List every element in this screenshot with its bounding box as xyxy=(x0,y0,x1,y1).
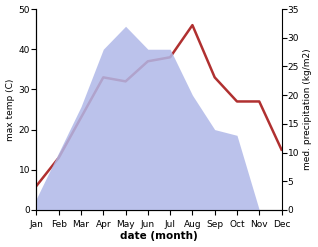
Y-axis label: med. precipitation (kg/m2): med. precipitation (kg/m2) xyxy=(303,49,313,170)
Y-axis label: max temp (C): max temp (C) xyxy=(5,78,15,141)
X-axis label: date (month): date (month) xyxy=(120,231,198,242)
